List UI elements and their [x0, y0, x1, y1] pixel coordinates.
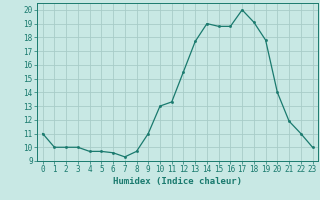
X-axis label: Humidex (Indice chaleur): Humidex (Indice chaleur)	[113, 177, 242, 186]
